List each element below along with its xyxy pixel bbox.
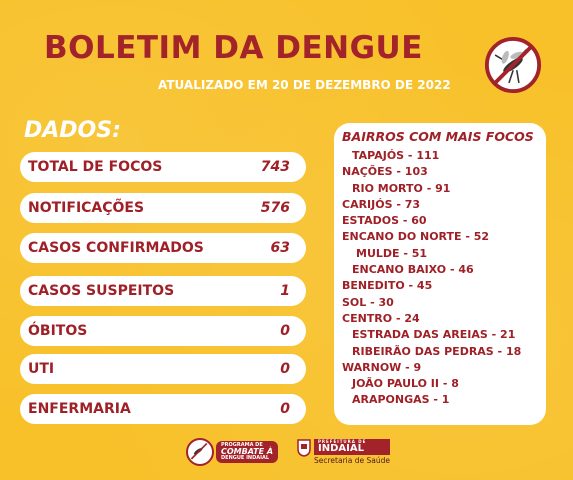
list-item: ARAPONGAS - 1 bbox=[352, 393, 450, 407]
stat-label: TOTAL DE FOCOS bbox=[28, 159, 163, 175]
list-item: JOÃO PAULO II - 8 bbox=[352, 377, 459, 391]
stat-uti: UTI 0 bbox=[20, 354, 306, 384]
no-mosquito-icon bbox=[484, 36, 542, 94]
page-title: BOLETIM DA DENGUE bbox=[44, 30, 423, 66]
prefeitura-line1: PREFEITURA DE bbox=[318, 439, 367, 444]
stat-value: 0 bbox=[280, 401, 290, 417]
stat-value: 0 bbox=[280, 361, 290, 377]
stat-label: CASOS CONFIRMADOS bbox=[28, 240, 204, 256]
list-item: CENTRO - 24 bbox=[342, 311, 420, 325]
bairros-heading: BAIRROS COM MAIS FOCOS bbox=[342, 129, 534, 144]
program-line1: PROGRAMA DE bbox=[221, 442, 263, 448]
crest-icon bbox=[297, 439, 311, 457]
list-item: ENCANO DO NORTE - 52 bbox=[342, 230, 490, 244]
list-item: ENCANO BAIXO - 46 bbox=[352, 263, 474, 277]
prefeitura-line2: INDAIAL bbox=[318, 443, 364, 454]
list-item: ESTADOS - 60 bbox=[342, 214, 427, 228]
list-item: CARIJÓS - 73 bbox=[342, 197, 421, 211]
stat-total-focos: TOTAL DE FOCOS 743 bbox=[20, 152, 306, 182]
stat-obitos: ÓBITOS 0 bbox=[20, 316, 306, 346]
stat-value: 0 bbox=[280, 323, 290, 339]
bairros-list: TAPAJÓS - 111 NAÇÕES - 103 RIO MORTO - 9… bbox=[342, 148, 538, 409]
stat-casos-suspeitos: CASOS SUSPEITOS 1 bbox=[20, 276, 306, 306]
program-line3: DENGUE INDAIAL bbox=[221, 455, 270, 461]
bairros-card: BAIRROS COM MAIS FOCOS TAPAJÓS - 111 NAÇ… bbox=[334, 123, 546, 425]
list-item: MULDE - 51 bbox=[356, 246, 428, 260]
stat-casos-confirmados: CASOS CONFIRMADOS 63 bbox=[20, 233, 306, 263]
stat-label: ÓBITOS bbox=[28, 323, 88, 339]
stat-label: ENFERMARIA bbox=[28, 401, 131, 417]
stat-label: UTI bbox=[28, 361, 55, 377]
list-item: WARNOW - 9 bbox=[342, 360, 422, 374]
stat-notificacoes: NOTIFICAÇÕES 576 bbox=[20, 193, 306, 223]
stat-value: 1 bbox=[280, 283, 290, 299]
prefeitura-box: PREFEITURA DE INDAIAL bbox=[314, 439, 390, 455]
program-line2: COMBATE À bbox=[221, 447, 274, 456]
stat-value: 576 bbox=[260, 200, 290, 216]
page-subtitle: ATUALIZADO EM 20 DE DEZEMBRO DE 2022 bbox=[158, 78, 451, 92]
stat-enfermaria: ENFERMARIA 0 bbox=[20, 394, 306, 424]
program-logo: PROGRAMA DE COMBATE À DENGUE INDAIAL bbox=[186, 437, 286, 467]
stat-label: NOTIFICAÇÕES bbox=[28, 200, 145, 216]
list-item: NAÇÕES - 103 bbox=[342, 165, 428, 179]
dados-heading: DADOS: bbox=[24, 118, 121, 143]
list-item: RIO MORTO - 91 bbox=[352, 181, 451, 195]
prefeitura-logo: PREFEITURA DE INDAIAL Secretaria de Saúd… bbox=[297, 439, 390, 469]
stat-label: CASOS SUSPEITOS bbox=[28, 283, 175, 299]
stat-value: 743 bbox=[260, 159, 290, 175]
list-item: TAPAJÓS - 111 bbox=[352, 149, 440, 162]
list-item: BENEDITO - 45 bbox=[342, 279, 433, 293]
list-item: ESTRADA DAS AREIAS - 21 bbox=[352, 328, 516, 342]
program-text: PROGRAMA DE COMBATE À DENGUE INDAIAL bbox=[216, 441, 279, 463]
list-item: RIBEIRÃO DAS PEDRAS - 18 bbox=[352, 344, 522, 358]
secretaria-label: Secretaria de Saúde bbox=[314, 456, 390, 465]
stat-value: 63 bbox=[270, 240, 290, 256]
list-item: SOL - 30 bbox=[342, 295, 394, 309]
no-mosquito-small-icon bbox=[186, 438, 214, 466]
